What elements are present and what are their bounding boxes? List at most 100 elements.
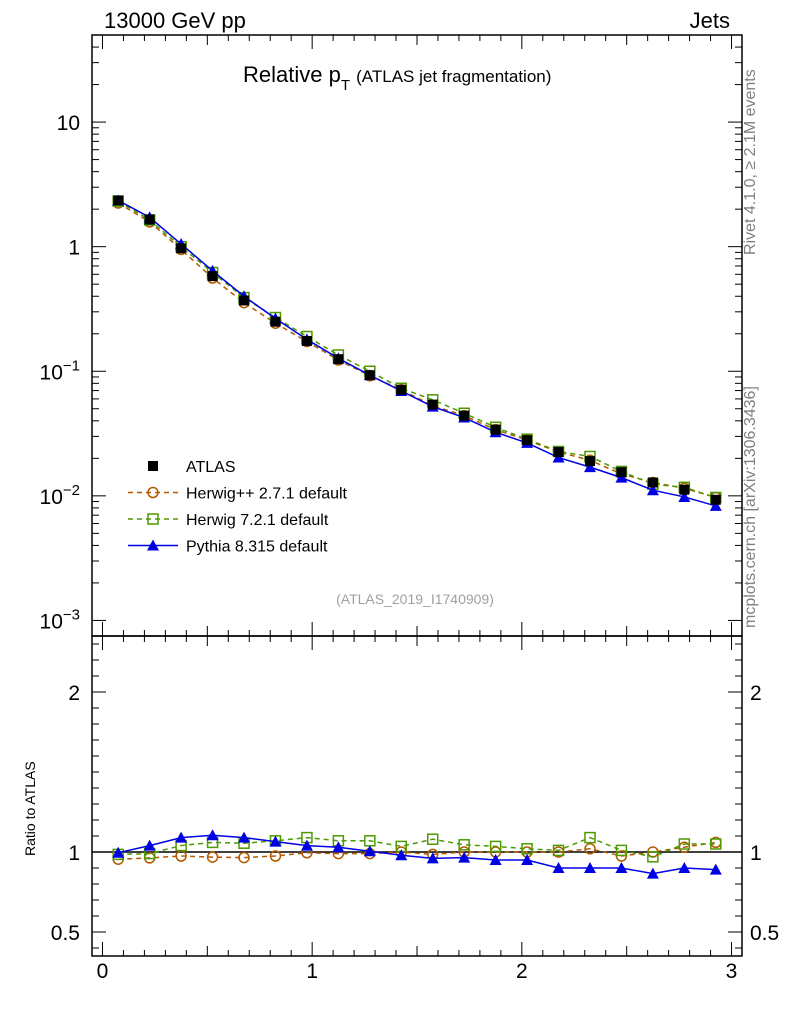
legend-label: ATLAS — [186, 459, 236, 476]
y-tick-label: 1 — [68, 237, 80, 260]
ratio-series-circle-point — [206, 851, 219, 863]
ratio-y-tick-label-left: 2 — [68, 682, 80, 705]
ratio-series-circle-point — [584, 843, 596, 855]
ratio-series-triangle-point — [269, 835, 282, 847]
ratio-series-triangle-point — [583, 862, 596, 873]
main-series-triangle-solid-point — [678, 490, 691, 502]
data-point — [710, 494, 721, 505]
plot-title-main: Relative p — [243, 62, 341, 87]
ratio-series-circle — [112, 836, 722, 865]
x-tick-label: 2 — [516, 960, 528, 983]
data-point — [207, 271, 218, 282]
main-series-triangle-solid-point — [552, 451, 565, 463]
plot-title: Relative pT (ATLAS jet fragmentation) — [243, 62, 552, 94]
main-series-square-dashed-line — [117, 200, 717, 499]
ratio-series-triangle-point — [646, 867, 659, 879]
ratio-y-tick-label-left: 0.5 — [51, 922, 80, 945]
ratio-series-triangle-line — [118, 834, 716, 875]
data-point — [396, 384, 407, 395]
ratio-series-triangle-point — [363, 845, 376, 857]
y-tick-label: 10−2 — [40, 482, 80, 509]
x-tick-label: 0 — [97, 960, 109, 983]
x-tick-label: 3 — [726, 960, 738, 983]
ratio-y-tick-label-right: 0.5 — [750, 922, 779, 945]
data-point — [647, 477, 658, 488]
legend-label: Pythia 8.315 default — [186, 539, 328, 556]
main-series-data — [113, 195, 721, 505]
ratio-series-triangle-point — [300, 839, 313, 851]
ratio-series-square-point — [521, 843, 533, 855]
ratio-series-square-point — [458, 839, 470, 851]
data-point — [270, 316, 281, 327]
ratio-series-square-point — [615, 844, 628, 857]
ratio-series-triangle-point — [426, 852, 439, 864]
ratio-y-tick-label-right: 2 — [750, 682, 762, 705]
ratio-series-triangle-point — [615, 862, 628, 873]
data-point — [364, 370, 375, 381]
data-point — [679, 484, 690, 495]
main-series-circle-dashed-line — [117, 202, 717, 499]
ratio-series-triangle — [112, 829, 722, 879]
data-point — [616, 467, 627, 478]
data-point — [333, 354, 344, 365]
ratio-series-square-point — [647, 851, 659, 863]
plot-title-detail: (ATLAS jet fragmentation) — [356, 67, 552, 86]
ratio-series-circle-point — [269, 850, 282, 862]
main-series-square-dashed — [112, 195, 722, 504]
ratio-series-square-point — [710, 838, 722, 850]
legend-label: Herwig++ 2.7.1 default — [186, 486, 348, 503]
ratio-y-tick-label-left: 1 — [68, 842, 80, 865]
ratio-series-triangle-point — [112, 846, 125, 858]
ratio-series-triangle-point — [521, 854, 534, 865]
header-process-label: 13000 GeV pp — [104, 8, 246, 33]
ratio-series-triangle-point — [332, 841, 345, 853]
main-series-circle-dashed — [112, 197, 722, 504]
legend-label: Herwig 7.2.1 default — [186, 512, 329, 529]
ratio-series-square-point — [678, 838, 691, 850]
data-point — [301, 335, 312, 346]
ratio-plot-frame — [91, 635, 743, 957]
ratio-series-square-point — [426, 833, 439, 845]
legend-marker — [147, 513, 159, 525]
y-tick-label: 10−1 — [40, 357, 80, 384]
data-point — [176, 243, 187, 254]
data-point — [113, 195, 124, 206]
ratio-series-triangle-point — [206, 829, 219, 841]
legend-marker — [147, 486, 159, 499]
data-point — [427, 399, 438, 410]
data-point — [522, 435, 533, 446]
ratio-series-triangle-point — [552, 862, 565, 873]
data-point — [490, 424, 501, 435]
data-point — [144, 214, 155, 225]
ratio-series-triangle-point — [709, 863, 722, 875]
ratio-series-triangle-point — [143, 839, 156, 851]
legend-marker — [147, 539, 159, 551]
ratio-series-triangle-point — [489, 854, 502, 865]
data-point — [459, 410, 470, 421]
main-series-triangle-solid-point — [709, 499, 722, 511]
ratio-series-triangle-point — [175, 831, 188, 843]
legend-marker-data — [148, 461, 158, 471]
ratio-series-triangle-point — [395, 849, 408, 861]
ratio-series-triangle-point — [458, 851, 471, 863]
ratio-series-square-point — [489, 840, 502, 853]
plot-title-subscript: T — [340, 77, 351, 94]
ratio-series-triangle-point — [238, 831, 251, 843]
main-series-triangle-solid-point — [615, 471, 628, 483]
y-tick-label: 10−3 — [40, 606, 80, 633]
data-point — [239, 295, 250, 306]
x-tick-label: 1 — [306, 960, 318, 983]
main-series-triangle-solid-point — [583, 461, 596, 473]
main-series-triangle-solid-point — [646, 484, 659, 496]
header-category-label: Jets — [689, 8, 730, 33]
ratio-series-square-point — [584, 831, 596, 844]
legend: ATLAS Herwig++ 2.7.1 default Herwig 7.2.1 … — [128, 459, 348, 556]
y-tick-label: 10 — [57, 112, 80, 135]
ratio-series-triangle-point — [678, 862, 691, 873]
ratio-series-square-point — [552, 844, 565, 857]
analysis-id-label: (ATLAS_2019_I1740909) — [336, 591, 494, 607]
data-point — [553, 446, 564, 457]
ratio-y-tick-label-right: 1 — [750, 842, 762, 865]
ratio-series-square — [112, 831, 722, 863]
